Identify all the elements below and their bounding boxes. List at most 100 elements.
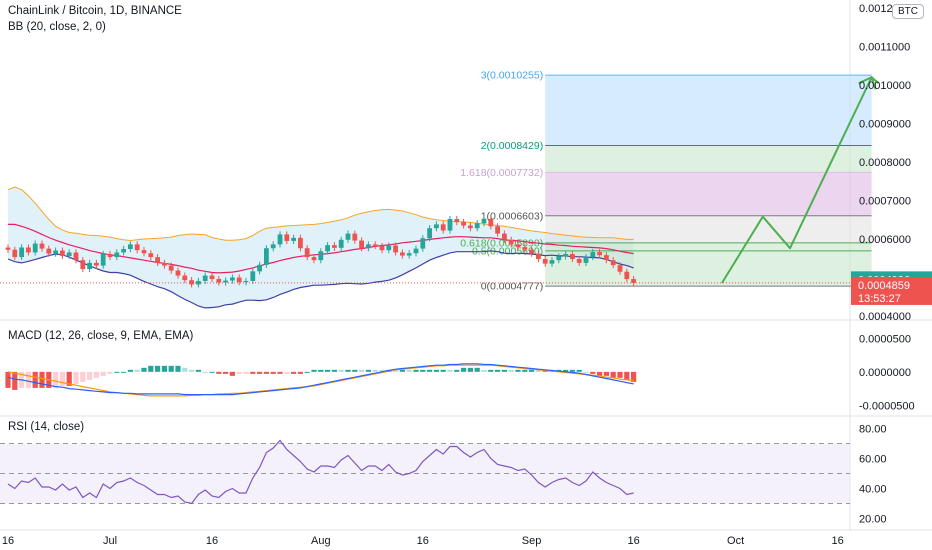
macd-histogram-bar bbox=[127, 369, 133, 372]
candle bbox=[73, 252, 79, 261]
macd-histogram-bar bbox=[100, 371, 106, 376]
macd-histogram-bar bbox=[420, 369, 426, 372]
candle bbox=[202, 275, 208, 281]
macd-histogram-bar bbox=[454, 369, 460, 372]
macd-histogram-bar bbox=[345, 369, 351, 372]
candle bbox=[284, 234, 290, 241]
fibonacci-extension[interactable]: 0(0.0004777)0.5(0.0005690)0.618(0.000589… bbox=[460, 70, 872, 293]
macd-histogram-bar bbox=[87, 371, 93, 380]
macd-histogram-bar bbox=[474, 367, 480, 372]
candle bbox=[325, 245, 330, 252]
macd-histogram-bar bbox=[393, 369, 399, 372]
macd-histogram-bar bbox=[488, 369, 494, 372]
candle bbox=[223, 280, 228, 283]
macd-histogram-bar bbox=[522, 369, 528, 372]
price-tick-label: 0.0000000 bbox=[859, 367, 911, 379]
candle bbox=[298, 237, 303, 249]
candle bbox=[175, 270, 181, 276]
time-axis[interactable]: 16Jul16Aug16Sep16Oct16Nov16 bbox=[2, 535, 932, 547]
candle bbox=[447, 218, 453, 231]
macd-histogram-bar bbox=[155, 365, 161, 372]
macd-histogram-bar bbox=[80, 371, 86, 382]
macd-histogram-bar bbox=[297, 371, 303, 374]
price-tick-label: 0.0011000 bbox=[859, 42, 910, 54]
macd-histogram-bar bbox=[501, 369, 507, 372]
candle bbox=[454, 218, 460, 223]
candle bbox=[5, 247, 11, 250]
candle bbox=[440, 224, 446, 231]
candle bbox=[168, 265, 174, 271]
candle bbox=[141, 250, 147, 254]
time-tick-label: 16 bbox=[206, 535, 218, 547]
price-tick-label: 20.00 bbox=[859, 514, 887, 526]
currency-badge[interactable]: BTC bbox=[892, 4, 924, 19]
macd-histogram-bar bbox=[148, 365, 154, 372]
candle bbox=[270, 244, 276, 249]
macd-histogram-bar bbox=[93, 371, 99, 378]
candle bbox=[420, 238, 426, 249]
rsi-band bbox=[0, 443, 850, 504]
time-tick-label: 16 bbox=[831, 535, 843, 547]
candle bbox=[610, 260, 616, 266]
candle bbox=[80, 260, 86, 270]
bb-upper-line bbox=[7, 186, 634, 242]
candle bbox=[250, 271, 256, 281]
candle bbox=[19, 247, 24, 258]
macd-histogram-bar bbox=[603, 371, 609, 376]
bb-indicator-label[interactable]: BB (20, close, 2, 0) bbox=[8, 21, 106, 33]
candle bbox=[400, 252, 405, 256]
macd-histogram-bar bbox=[311, 369, 317, 372]
macd-histogram-bar bbox=[461, 367, 467, 372]
macd-histogram-bar bbox=[202, 371, 208, 373]
macd-histogram-bar bbox=[399, 369, 405, 372]
candle bbox=[304, 248, 310, 258]
macd-histogram-bar bbox=[223, 371, 229, 374]
candle bbox=[345, 233, 351, 240]
candle bbox=[332, 245, 337, 248]
candle bbox=[617, 265, 623, 272]
candle bbox=[495, 226, 500, 234]
macd-histogram-bar bbox=[5, 371, 11, 388]
macd-histogram-bar bbox=[617, 371, 623, 378]
bb-lower-line bbox=[7, 250, 634, 309]
candle bbox=[46, 248, 52, 254]
macd-histogram-bar bbox=[590, 371, 596, 374]
candle bbox=[236, 277, 242, 283]
candle bbox=[264, 248, 269, 265]
macd-histogram-bar bbox=[284, 371, 290, 374]
candle bbox=[66, 252, 72, 256]
candle bbox=[529, 249, 534, 254]
last-price-value: 0.0004859 bbox=[858, 280, 910, 292]
projection-arrow[interactable] bbox=[721, 75, 880, 284]
rsi-indicator-label[interactable]: RSI (14, close) bbox=[8, 421, 85, 433]
candle bbox=[536, 253, 541, 260]
candle bbox=[230, 277, 235, 281]
candle bbox=[155, 257, 160, 263]
candles bbox=[0, 215, 850, 288]
macd-histogram-bar bbox=[631, 371, 637, 382]
macd-pane bbox=[5, 363, 637, 397]
bollinger-fill bbox=[8, 187, 634, 308]
macd-histogram-bar bbox=[73, 371, 79, 384]
time-tick-label: 16 bbox=[627, 535, 639, 547]
macd-indicator-label[interactable]: MACD (12, 26, close, 9, EMA, EMA) bbox=[8, 330, 194, 342]
macd-histogram-bar bbox=[535, 369, 541, 372]
candle bbox=[502, 233, 507, 240]
macd-histogram-bar bbox=[338, 369, 344, 372]
candle bbox=[576, 259, 582, 263]
candle bbox=[148, 253, 154, 258]
candle bbox=[121, 249, 126, 253]
macd-histogram-bar bbox=[277, 371, 283, 374]
chart-title: ChainLink / Bitcoin, 1D, BINANCE bbox=[8, 5, 182, 17]
candle bbox=[515, 244, 521, 248]
macd-histogram-bar bbox=[134, 369, 140, 372]
price-tick-label: 40.00 bbox=[859, 484, 887, 496]
macd-histogram-bar bbox=[291, 371, 297, 374]
candle bbox=[243, 280, 249, 283]
fib-level-label: 2(0.0008429) bbox=[481, 140, 543, 152]
fib-zone bbox=[545, 145, 872, 173]
candle bbox=[372, 244, 378, 246]
price-tick-label: 0.0010000 bbox=[859, 80, 911, 92]
macd-histogram-bar bbox=[114, 371, 120, 373]
